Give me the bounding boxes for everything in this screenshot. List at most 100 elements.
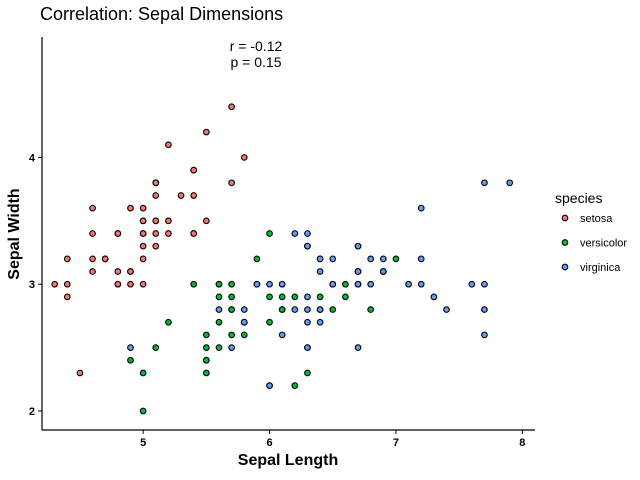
data-point-virginica bbox=[367, 255, 375, 263]
data-point-versicolor bbox=[278, 306, 286, 313]
data-point-versicolor bbox=[215, 293, 223, 301]
data-point-versicolor bbox=[127, 356, 134, 364]
data-point-virginica bbox=[291, 306, 299, 313]
y-tick-label: 4 bbox=[29, 152, 36, 164]
data-point-virginica bbox=[481, 179, 488, 187]
data-point-virginica bbox=[278, 280, 286, 288]
data-point-virginica bbox=[304, 230, 311, 237]
data-point-virginica bbox=[266, 382, 273, 389]
legend-marker-virginica bbox=[561, 263, 569, 271]
data-point-virginica bbox=[354, 242, 362, 250]
data-point-setosa bbox=[139, 242, 147, 250]
data-point-virginica bbox=[379, 268, 387, 275]
legend-label-versicolor: versicolor bbox=[580, 238, 627, 250]
data-point-setosa bbox=[190, 192, 198, 199]
data-point-virginica bbox=[354, 344, 362, 351]
data-point-setosa bbox=[139, 230, 147, 237]
data-point-virginica bbox=[481, 280, 488, 288]
data-point-virginica bbox=[329, 280, 337, 288]
data-point-virginica bbox=[417, 280, 425, 288]
data-point-virginica bbox=[481, 306, 488, 313]
data-point-setosa bbox=[139, 255, 147, 263]
data-point-virginica bbox=[443, 306, 450, 313]
data-point-virginica bbox=[215, 306, 223, 313]
data-point-virginica bbox=[316, 318, 324, 326]
data-point-setosa bbox=[240, 154, 248, 161]
data-point-versicolor bbox=[152, 344, 160, 351]
data-point-versicolor bbox=[342, 293, 349, 301]
data-point-versicolor bbox=[304, 369, 311, 377]
data-point-setosa bbox=[89, 204, 96, 212]
data-point-setosa bbox=[165, 217, 172, 225]
data-point-virginica bbox=[417, 255, 425, 263]
data-point-virginica bbox=[417, 204, 425, 212]
data-point-versicolor bbox=[215, 318, 223, 326]
data-point-versicolor bbox=[139, 369, 147, 377]
data-point-versicolor bbox=[266, 318, 273, 326]
data-point-versicolor bbox=[165, 318, 172, 326]
data-point-setosa bbox=[152, 242, 160, 250]
data-point-setosa bbox=[127, 268, 134, 275]
data-point-versicolor bbox=[202, 369, 210, 377]
data-point-virginica bbox=[316, 255, 324, 263]
data-point-setosa bbox=[89, 255, 96, 263]
series-virginica bbox=[127, 179, 514, 389]
data-point-virginica bbox=[379, 255, 387, 263]
data-point-setosa bbox=[63, 255, 71, 263]
annotation-p: p = 0.15 bbox=[231, 54, 282, 70]
data-point-versicolor bbox=[342, 280, 349, 288]
data-point-virginica bbox=[304, 344, 311, 351]
data-point-setosa bbox=[89, 230, 96, 237]
data-point-versicolor bbox=[228, 293, 235, 301]
data-point-virginica bbox=[266, 280, 273, 288]
x-tick-label: 8 bbox=[519, 437, 525, 449]
data-point-virginica bbox=[329, 255, 337, 263]
legend-label-setosa: setosa bbox=[580, 213, 613, 225]
data-point-setosa bbox=[127, 204, 134, 212]
data-point-virginica bbox=[468, 280, 476, 288]
data-point-versicolor bbox=[215, 344, 223, 351]
y-tick-label: 2 bbox=[29, 406, 35, 418]
data-point-versicolor bbox=[202, 356, 210, 364]
data-point-setosa bbox=[152, 179, 160, 187]
data-point-setosa bbox=[152, 230, 160, 237]
data-point-versicolor bbox=[329, 306, 337, 313]
data-point-versicolor bbox=[190, 280, 198, 288]
legend-marker-setosa bbox=[561, 214, 569, 222]
data-point-versicolor bbox=[202, 331, 210, 339]
chart-title: Correlation: Sepal Dimensions bbox=[40, 4, 283, 24]
data-point-setosa bbox=[139, 204, 147, 212]
data-point-versicolor bbox=[266, 230, 273, 237]
data-point-setosa bbox=[63, 280, 71, 288]
data-point-versicolor bbox=[266, 293, 273, 301]
data-point-versicolor bbox=[291, 293, 299, 301]
data-point-virginica bbox=[304, 306, 311, 313]
data-point-setosa bbox=[152, 217, 160, 225]
data-point-virginica bbox=[240, 318, 248, 326]
legend-title: species bbox=[555, 190, 602, 206]
data-point-virginica bbox=[278, 331, 286, 339]
data-point-setosa bbox=[165, 230, 172, 237]
series-versicolor bbox=[127, 230, 400, 415]
data-point-versicolor bbox=[228, 280, 235, 288]
data-point-setosa bbox=[63, 293, 71, 301]
y-tick-label: 3 bbox=[29, 279, 35, 291]
ticks: 5 6 7 8 2 3 4 bbox=[29, 152, 526, 449]
data-point-virginica bbox=[253, 280, 261, 288]
data-point-versicolor bbox=[253, 255, 261, 263]
x-tick-label: 7 bbox=[393, 437, 399, 449]
data-point-virginica bbox=[316, 268, 324, 275]
data-point-virginica bbox=[304, 293, 311, 301]
data-point-setosa bbox=[114, 268, 122, 275]
data-point-virginica bbox=[354, 280, 362, 288]
correlation-annotation: r = -0.12 p = 0.15 bbox=[230, 38, 283, 70]
data-point-setosa bbox=[190, 166, 198, 174]
data-point-setosa bbox=[152, 192, 160, 199]
data-point-setosa bbox=[228, 179, 235, 187]
data-point-setosa bbox=[114, 280, 122, 288]
x-tick-label: 6 bbox=[266, 437, 272, 449]
data-point-versicolor bbox=[228, 331, 235, 339]
data-point-setosa bbox=[127, 280, 134, 288]
data-point-setosa bbox=[76, 369, 84, 377]
